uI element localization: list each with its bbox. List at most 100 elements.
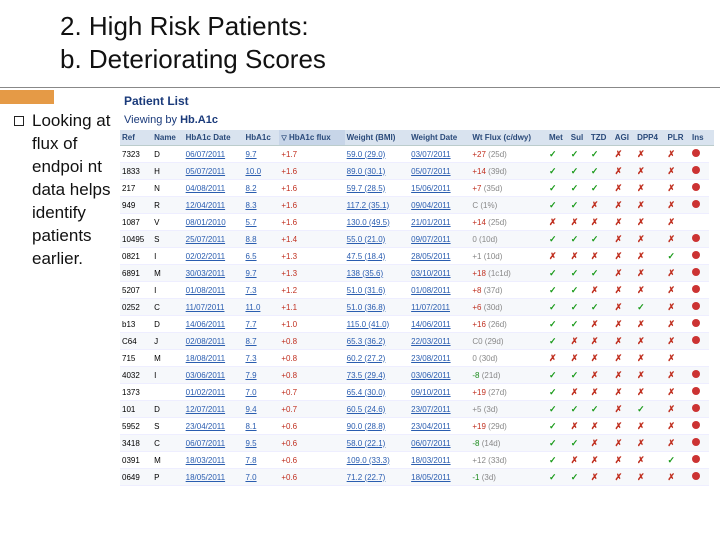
cell-med-2: ✗ xyxy=(589,350,613,367)
column-header[interactable]: HbA1c Date xyxy=(184,130,244,146)
column-header[interactable]: HbA1c xyxy=(243,130,279,146)
cell-med-5: ✗ xyxy=(666,469,690,486)
cell-hba1c: 9.7 xyxy=(243,146,279,163)
table-row[interactable]: 7323D06/07/20119.7+1.759.0 (29.0)03/07/2… xyxy=(120,146,714,163)
panel-subtitle-metric: Hb.A1c xyxy=(180,114,218,126)
cell-med-5: ✗ xyxy=(666,367,690,384)
table-row[interactable]: 0391M18/03/20117.8+0.6109.0 (33.3)18/03/… xyxy=(120,452,714,469)
table-row[interactable]: 6891M30/03/20119.7+1.3138 (35.6)03/10/20… xyxy=(120,265,714,282)
cell-med-4: ✗ xyxy=(635,333,665,350)
cell-med-3: ✗ xyxy=(613,469,635,486)
cell-name: R xyxy=(152,197,184,214)
cell-med-5: ✗ xyxy=(666,214,690,231)
cell-med-3: ✗ xyxy=(613,350,635,367)
cell-wt-flux: +8 (37d) xyxy=(470,282,547,299)
table-row[interactable]: 0821I02/02/20116.5+1.347.5 (18.4)28/05/2… xyxy=(120,248,714,265)
cell-flux: +1.2 xyxy=(279,282,344,299)
title-line-2: b. Deteriorating Scores xyxy=(60,43,720,76)
cell-ref: 1373 xyxy=(120,384,152,401)
cell-alert xyxy=(690,146,709,163)
column-header[interactable]: Met xyxy=(547,130,569,146)
table-row[interactable]: 3418C06/07/20119.5+0.658.0 (22.1)06/07/2… xyxy=(120,435,714,452)
cell-ref: C64 xyxy=(120,333,152,350)
column-header[interactable]: Weight Date xyxy=(409,130,470,146)
cell-hba1c-date: 23/04/2011 xyxy=(184,418,244,435)
cell-med-2: ✗ xyxy=(589,316,613,333)
cell-med-5: ✗ xyxy=(666,282,690,299)
column-header[interactable]: Weight (BMI) xyxy=(345,130,409,146)
cell-ref: 101 xyxy=(120,401,152,418)
table-row[interactable]: 10495S25/07/20118.8+1.455.0 (21.0)09/07/… xyxy=(120,231,714,248)
column-header[interactable]: ▽ HbA1c flux xyxy=(279,130,344,146)
table-row[interactable]: 715M18/08/20117.3+0.860.2 (27.2)23/08/20… xyxy=(120,350,714,367)
cell-med-1: ✓ xyxy=(569,197,589,214)
alert-dot-icon xyxy=(692,319,700,327)
cell-med-4: ✗ xyxy=(635,163,665,180)
table-row[interactable]: C64J02/08/20118.7+0.865.3 (36.2)22/03/20… xyxy=(120,333,714,350)
cell-med-4: ✗ xyxy=(635,282,665,299)
cell-name: M xyxy=(152,265,184,282)
table-row[interactable]: 1087V08/01/20105.7+1.6130.0 (49.5)21/01/… xyxy=(120,214,714,231)
cell-hba1c: 8.3 xyxy=(243,197,279,214)
table-row[interactable]: 0252C11/07/201111.0+1.151.0 (36.8)11/07/… xyxy=(120,299,714,316)
cell-name: M xyxy=(152,350,184,367)
table-row[interactable]: 137301/02/20117.0+0.765.4 (30.0)09/10/20… xyxy=(120,384,714,401)
cell-flux: +1.0 xyxy=(279,316,344,333)
cell-wt-flux: +16 (26d) xyxy=(470,316,547,333)
cell-alert xyxy=(690,350,709,367)
cell-med-4: ✗ xyxy=(635,367,665,384)
cell-ref: 0821 xyxy=(120,248,152,265)
bullet-text: Looking at flux of endpoi nt data helps … xyxy=(32,110,114,271)
accent-bar xyxy=(0,90,54,104)
cell-hba1c: 7.3 xyxy=(243,282,279,299)
cell-name: C xyxy=(152,299,184,316)
table-row[interactable]: 101D12/07/20119.4+0.760.5 (24.6)23/07/20… xyxy=(120,401,714,418)
table-row[interactable]: b13D14/06/20117.7+1.0115.0 (41.0)14/06/2… xyxy=(120,316,714,333)
column-header[interactable]: AGI xyxy=(613,130,635,146)
column-header[interactable]: DPP4 xyxy=(635,130,665,146)
cell-wt-flux: +14 (39d) xyxy=(470,163,547,180)
column-header[interactable]: Ref xyxy=(120,130,152,146)
table-row[interactable]: 5207I01/08/20117.3+1.251.0 (31.6)01/08/2… xyxy=(120,282,714,299)
cell-flux: +0.8 xyxy=(279,350,344,367)
table-row[interactable]: 949R12/04/20118.3+1.6117.2 (35.1)09/04/2… xyxy=(120,197,714,214)
column-header[interactable]: Wt Flux (c/dwy) xyxy=(470,130,547,146)
cell-alert xyxy=(690,452,709,469)
cell-med-5: ✗ xyxy=(666,401,690,418)
cell-weight-date: 21/01/2011 xyxy=(409,214,470,231)
cell-hba1c: 7.9 xyxy=(243,367,279,384)
cell-med-2: ✓ xyxy=(589,146,613,163)
cell-alert xyxy=(690,401,709,418)
cell-wt-flux: +5 (3d) xyxy=(470,401,547,418)
table-row[interactable]: 5952S23/04/20118.1+0.690.0 (28.8)23/04/2… xyxy=(120,418,714,435)
column-header[interactable]: Ins xyxy=(690,130,709,146)
table-row[interactable]: 217N04/08/20118.2+1.659.7 (28.5)15/06/20… xyxy=(120,180,714,197)
column-header[interactable]: Sul xyxy=(569,130,589,146)
column-header[interactable]: Name xyxy=(152,130,184,146)
cell-ref: 5952 xyxy=(120,418,152,435)
alert-dot-icon xyxy=(692,251,700,259)
cell-med-2: ✓ xyxy=(589,180,613,197)
cell-med-4: ✗ xyxy=(635,146,665,163)
table-row[interactable]: 0649P18/05/20117.0+0.671.2 (22.7)18/05/2… xyxy=(120,469,714,486)
cell-med-1: ✓ xyxy=(569,469,589,486)
cell-med-4: ✗ xyxy=(635,214,665,231)
cell-med-3: ✗ xyxy=(613,197,635,214)
table-row[interactable]: 1833H05/07/201110.0+1.689.0 (30.1)05/07/… xyxy=(120,163,714,180)
cell-wt-flux: -8 (14d) xyxy=(470,435,547,452)
cell-med-1: ✗ xyxy=(569,418,589,435)
column-header[interactable]: TZD xyxy=(589,130,613,146)
cell-weight-bmi: 59.7 (28.5) xyxy=(345,180,409,197)
cell-alert xyxy=(690,367,709,384)
cell-flux: +0.8 xyxy=(279,333,344,350)
cell-weight-bmi: 90.0 (28.8) xyxy=(345,418,409,435)
column-header[interactable]: PLR xyxy=(666,130,690,146)
cell-med-4: ✗ xyxy=(635,384,665,401)
table-row[interactable]: 4032I03/06/20117.9+0.873.5 (29.4)03/06/2… xyxy=(120,367,714,384)
cell-wt-flux: -1 (3d) xyxy=(470,469,547,486)
cell-name: I xyxy=(152,282,184,299)
cell-hba1c-date: 02/02/2011 xyxy=(184,248,244,265)
bullet-square-icon xyxy=(14,116,24,126)
cell-med-1: ✓ xyxy=(569,180,589,197)
cell-med-1: ✓ xyxy=(569,299,589,316)
